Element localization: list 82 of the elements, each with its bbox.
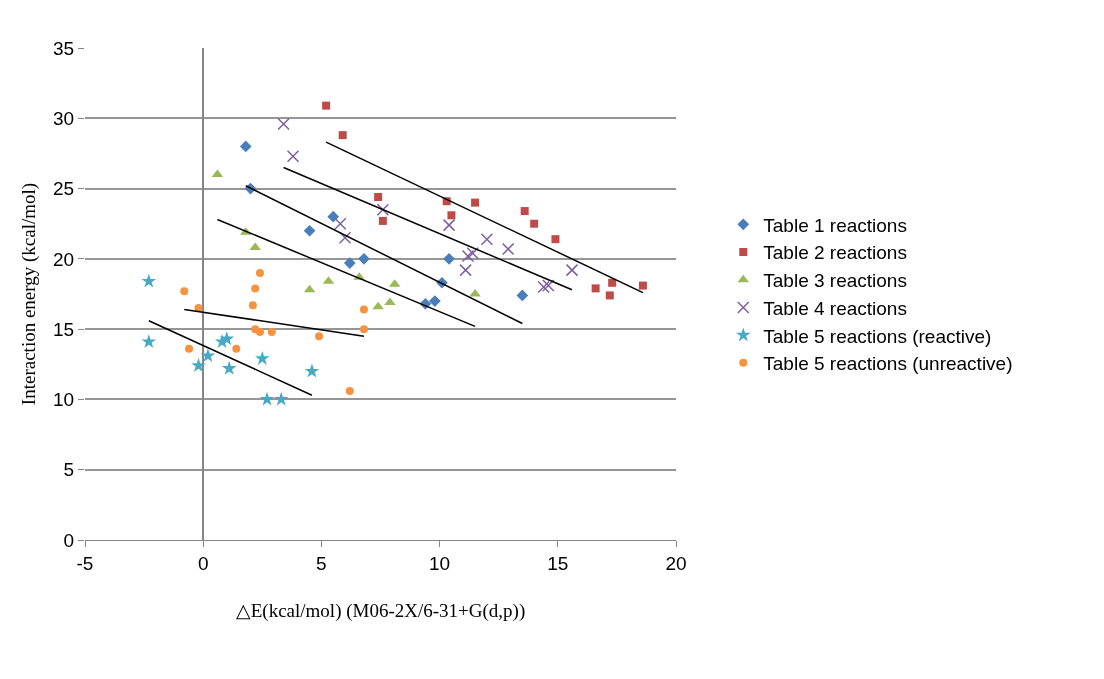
point (304, 363, 320, 378)
point (372, 301, 384, 310)
point (466, 246, 479, 260)
legend-label: Table 3 reactions (763, 270, 907, 292)
x-tick-label: 20 (665, 552, 687, 574)
y-tick-label: 35 (53, 37, 75, 59)
point (378, 216, 387, 225)
point (516, 289, 529, 302)
point (194, 304, 203, 313)
y-tick-label: 10 (53, 389, 75, 411)
point (605, 291, 614, 300)
point (520, 207, 529, 216)
point (343, 257, 356, 269)
point (608, 278, 617, 287)
point (232, 344, 241, 353)
point (338, 131, 347, 140)
point (191, 357, 206, 372)
point (442, 218, 456, 232)
point (471, 198, 480, 207)
point (251, 284, 260, 293)
point (255, 268, 264, 277)
legend-label: Table 1 reactions (763, 214, 907, 236)
point (443, 253, 455, 265)
point (200, 348, 216, 363)
point (530, 219, 539, 228)
point (542, 279, 555, 292)
point (338, 231, 352, 245)
y-tick-label: 25 (53, 178, 75, 200)
point (219, 331, 235, 346)
point (141, 334, 157, 349)
point (248, 301, 257, 310)
point (239, 140, 252, 153)
y-tick-label: 20 (53, 248, 75, 270)
point (480, 232, 494, 246)
point (459, 263, 472, 277)
x-tick-label: 15 (547, 552, 569, 574)
point (180, 287, 189, 296)
point (327, 210, 340, 223)
point (277, 117, 290, 131)
legend-label: Table 4 reactions (763, 297, 907, 319)
point (565, 263, 579, 277)
point (259, 391, 275, 406)
point (273, 391, 289, 406)
point (249, 242, 261, 251)
point (267, 327, 276, 336)
y-tick-label: 5 (63, 459, 75, 481)
point (501, 242, 515, 256)
legend-label: Table 2 reactions (763, 242, 907, 264)
point (374, 193, 383, 202)
x-axis-title: △E(kcal/mol) (M06-2X/6-31+G(d,p)) (235, 599, 526, 622)
point (315, 332, 324, 341)
y-tick-label: 15 (53, 318, 75, 340)
point (286, 149, 300, 163)
point (345, 386, 354, 395)
point (447, 211, 456, 220)
point (376, 203, 390, 216)
x-tick-label: 0 (197, 552, 209, 574)
point (255, 327, 264, 336)
point (551, 235, 560, 244)
point (358, 253, 370, 265)
point (185, 344, 194, 353)
point (461, 249, 475, 263)
point (254, 350, 270, 365)
legend-label: Table 5 reactions (reactive) (763, 325, 992, 347)
point (591, 284, 600, 293)
legend-label: Table 5 reactions (unreactive) (763, 353, 1013, 375)
point (221, 360, 237, 375)
point (303, 224, 316, 237)
point (359, 325, 368, 334)
x-tick-label: 5 (316, 552, 327, 574)
point (334, 217, 347, 230)
point (359, 305, 368, 314)
point (537, 280, 550, 294)
x-tick-label: 10 (429, 552, 451, 574)
point (141, 273, 157, 288)
y-tick-label: 0 (63, 529, 75, 551)
point (429, 295, 441, 307)
x-tick-label: -5 (76, 552, 94, 574)
y-tick-label: 30 (53, 107, 75, 129)
point (638, 281, 647, 290)
y-axis-title: Interaction energy (kcal/mol) (17, 182, 40, 406)
point (322, 101, 331, 110)
